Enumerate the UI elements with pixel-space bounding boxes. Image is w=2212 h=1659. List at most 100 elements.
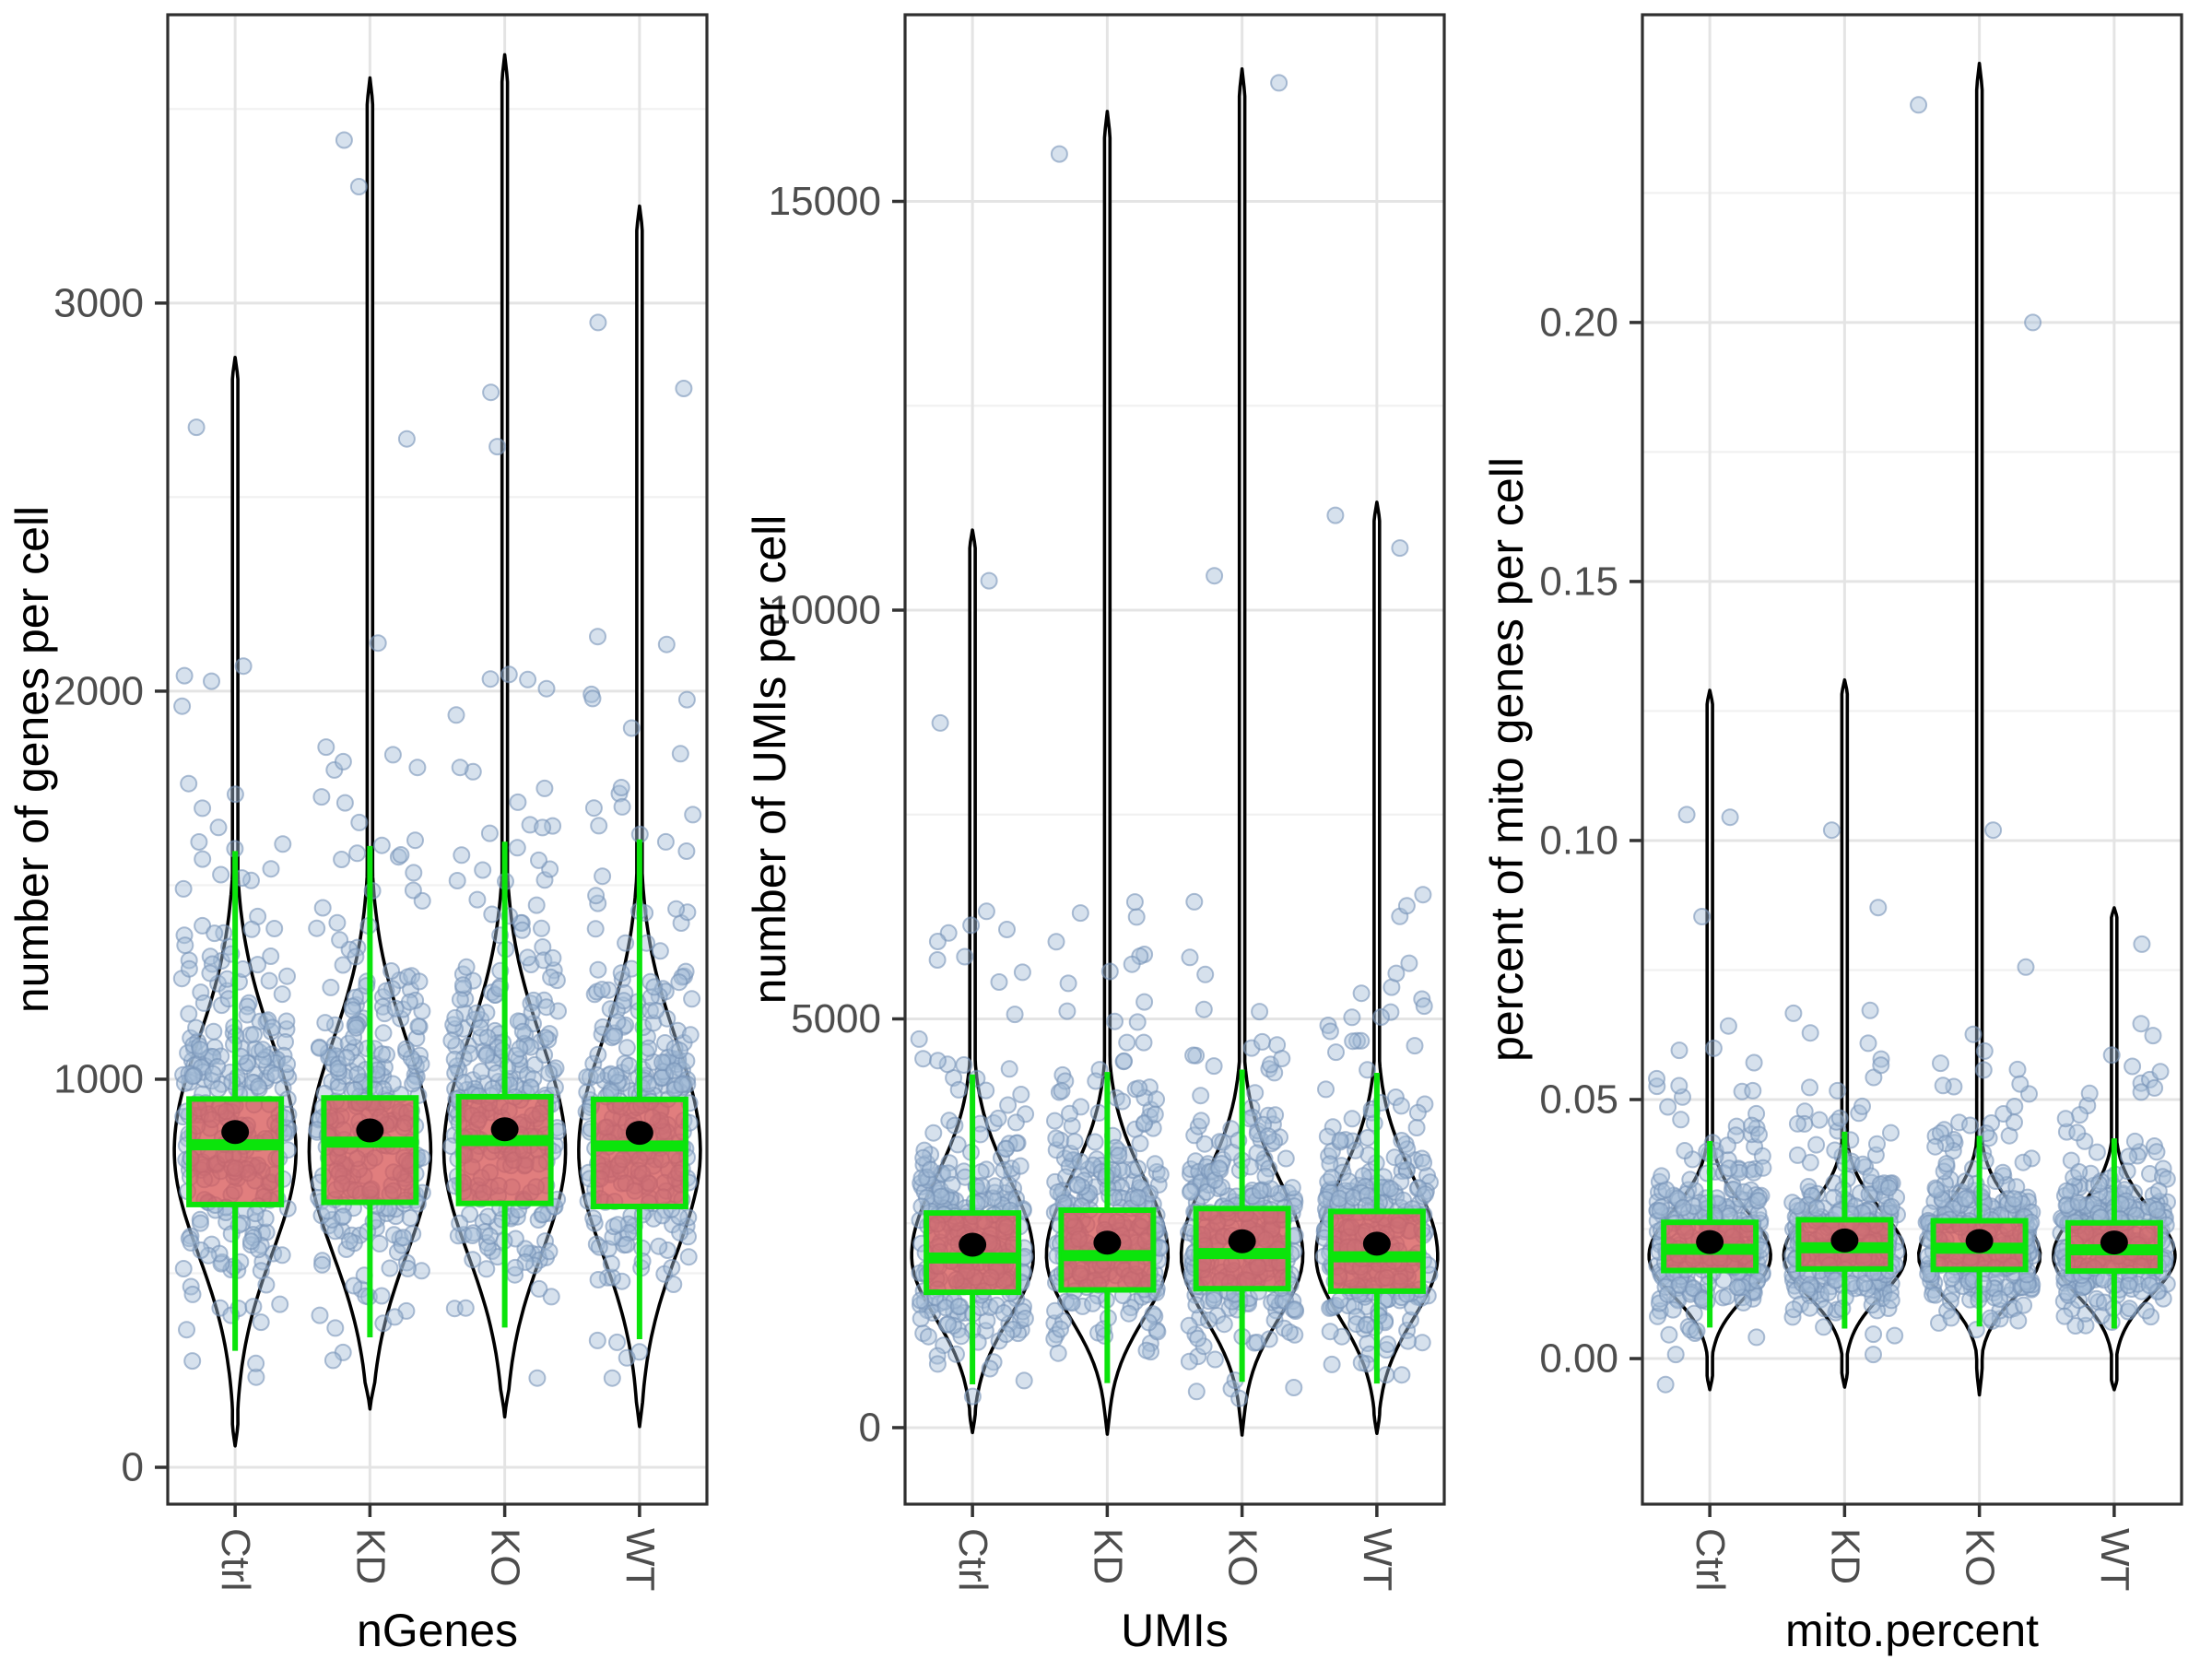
jitter-point [677, 690, 696, 709]
jitter-point [1826, 1141, 1844, 1159]
jitter-point [1693, 908, 1712, 925]
jitter-point [1086, 1133, 1104, 1151]
jitter-point [608, 1333, 626, 1351]
jitter-point [451, 991, 469, 1009]
mean-dot [1228, 1229, 1256, 1253]
jitter-point [653, 1053, 672, 1072]
jitter-point [2058, 1283, 2077, 1301]
jitter-point [1115, 1052, 1134, 1070]
jitter-point [477, 1260, 496, 1278]
jitter-point [1401, 1311, 1419, 1329]
jitter-point [394, 1229, 413, 1247]
jitter-point [2120, 1300, 2138, 1318]
jitter-point [540, 1242, 559, 1261]
jitter-point [405, 864, 423, 882]
jitter-point [178, 1321, 195, 1339]
median-bar [1061, 1250, 1154, 1262]
jitter-point [1745, 1053, 1763, 1072]
jitter-point [488, 1064, 506, 1082]
jitter-point [1317, 1080, 1335, 1099]
jitter-point [1407, 1119, 1426, 1136]
jitter-point [2014, 1153, 2032, 1171]
mean-dot [221, 1120, 250, 1145]
jitter-point [1927, 1181, 1946, 1199]
jitter-point [192, 1214, 209, 1232]
panel-mito.percent: 0.00 0.05 0.10 0.15 0.20 Ctrl KD KO WT mito.perce… [1481, 13, 2183, 1656]
jitter-point [383, 746, 402, 764]
jitter-point [483, 905, 501, 924]
jitter-point [1180, 1316, 1198, 1335]
jitter-point [1323, 1355, 1341, 1373]
jitter-point [1047, 1129, 1065, 1147]
jitter-point [234, 657, 253, 676]
jitter-point [1123, 955, 1141, 973]
jitter-point [2011, 1075, 2030, 1093]
jitter-point [509, 1012, 527, 1030]
jitter-point [658, 1241, 677, 1259]
jitter-point [274, 835, 292, 853]
jitter-point [583, 689, 602, 708]
panel-border [903, 13, 1446, 1506]
jitter-point [241, 1232, 260, 1251]
y-tick-label: 0.20 [1539, 300, 1618, 345]
jitter-point [2120, 1147, 2138, 1166]
boxplot-Ctrl [186, 851, 285, 1351]
median-bar [1195, 1248, 1288, 1260]
jitter-point [2066, 1317, 2085, 1335]
jitter-point [656, 832, 675, 851]
jitter-point [1100, 962, 1119, 981]
jitter-point [912, 1310, 930, 1328]
jitter-point [1754, 1159, 1772, 1177]
jitter-point [401, 1209, 419, 1227]
jitter-point [348, 844, 367, 863]
jitter-point [1415, 1153, 1433, 1171]
jitter-point [1936, 1135, 1955, 1153]
jitter-point [1784, 1300, 1803, 1319]
jitter-point [1135, 1033, 1153, 1052]
jitter-point [448, 872, 466, 889]
jitter-point [1801, 1024, 1819, 1042]
boxplot-Ctrl [924, 1074, 1022, 1384]
jitter-point [1006, 1113, 1025, 1132]
jitter-point [1807, 1135, 1826, 1154]
jitter-point [481, 670, 500, 688]
jitter-point [589, 628, 606, 646]
outlier-point [1656, 1375, 1675, 1394]
jitter-point [999, 1175, 1018, 1194]
jitter-point [528, 1369, 547, 1387]
jitter-point [1120, 1304, 1138, 1323]
jitter-point [464, 1227, 481, 1244]
jitter-point [2080, 1084, 2099, 1102]
jitter-point [1749, 1192, 1768, 1210]
jitter-point [537, 998, 556, 1017]
jitter-point [264, 1018, 281, 1037]
boxplot-Ctrl [1661, 1140, 1759, 1328]
jitter-point [2069, 1194, 2088, 1212]
jitter-point [536, 1232, 554, 1251]
jitter-point [1879, 1179, 1898, 1197]
jitter-point [245, 1026, 263, 1043]
y-axis-title-UMIs: number of UMIs per cell [744, 515, 795, 1005]
jitter-point [348, 1065, 367, 1084]
iqr-box [455, 1093, 554, 1206]
jitter-point [451, 1214, 469, 1232]
y-tick-label: 0 [122, 1445, 144, 1490]
jitter-point [322, 978, 340, 996]
jitter-point [1704, 1039, 1723, 1057]
jitter-point [1324, 1118, 1342, 1136]
outlier-point [1822, 821, 1841, 840]
jitter-point [260, 971, 278, 990]
jitter-point [602, 1254, 620, 1273]
jitter-point [542, 968, 560, 986]
jitter-point [381, 1259, 399, 1277]
x-tick-label-KD: KD [347, 1528, 393, 1584]
jitter-point [1826, 1271, 1844, 1289]
jitter-point [192, 1241, 210, 1259]
jitter-point [2006, 1190, 2023, 1208]
jitter-point [1199, 1312, 1218, 1329]
jitter-point [949, 1298, 968, 1316]
jitter-point [924, 1124, 943, 1142]
jitter-point [2071, 1106, 2088, 1124]
jitter-point [1331, 1291, 1349, 1310]
jitter-point [639, 1075, 657, 1093]
